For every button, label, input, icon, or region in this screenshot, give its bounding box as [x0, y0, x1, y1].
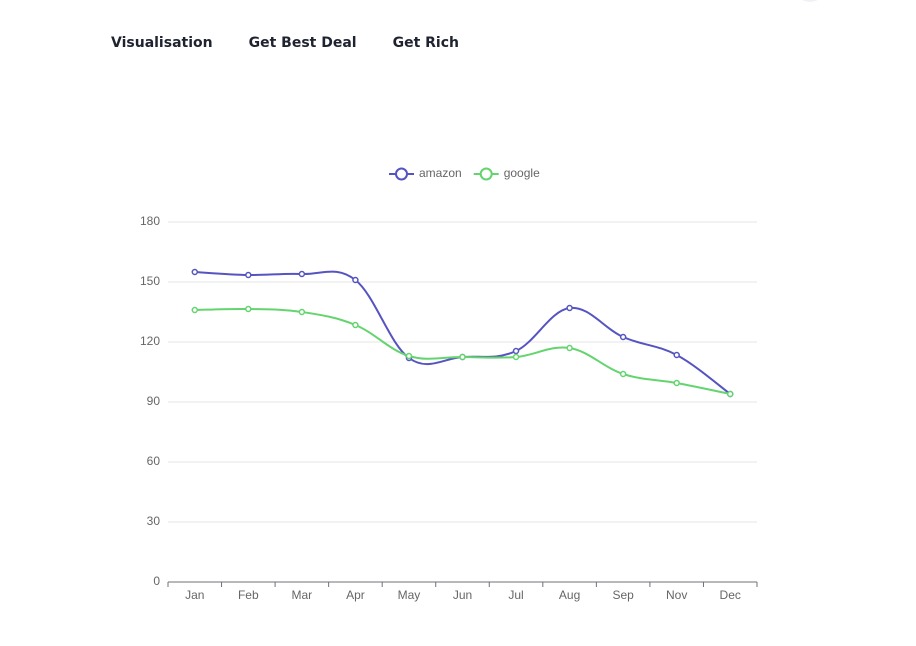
- point: [619, 370, 627, 378]
- x-tick-label: Nov: [666, 588, 687, 602]
- point: [298, 308, 306, 316]
- y-tick-label: 180: [140, 214, 160, 228]
- point: [726, 390, 734, 398]
- point: [512, 347, 520, 355]
- point: [352, 321, 359, 329]
- x-tick-label: Feb: [238, 588, 259, 602]
- point: [673, 379, 680, 387]
- point: [673, 351, 680, 359]
- point: [352, 276, 359, 284]
- nav-link[interactable]: Get Rich: [392, 35, 459, 51]
- point: [191, 268, 199, 276]
- y-tick-label: 120: [140, 334, 160, 348]
- x-tick-label: Aug: [559, 588, 580, 602]
- point: [619, 333, 627, 341]
- line: [194, 270, 731, 395]
- point: [459, 353, 466, 361]
- x-tick-label: May: [398, 588, 421, 602]
- point: [298, 270, 306, 278]
- point: [405, 352, 413, 360]
- legend-label: google: [504, 166, 540, 180]
- x-tick-label: Sep: [612, 588, 634, 602]
- y-tick-label: 60: [147, 454, 161, 468]
- nav-link[interactable]: Get Best Deal: [248, 35, 357, 51]
- nav-bar: Visualisation Get Best Deal Get Rich: [111, 35, 459, 51]
- point: [566, 304, 573, 312]
- x-tick-label: Jan: [185, 588, 204, 602]
- nav-link[interactable]: Visualisation: [111, 35, 213, 51]
- y-tick-label: 90: [147, 394, 161, 408]
- x-tick-label: Apr: [346, 588, 365, 602]
- y-tick-label: 0: [153, 574, 160, 588]
- x-tick-label: Mar: [292, 588, 313, 602]
- y-tick-label: 150: [140, 274, 160, 288]
- line: [194, 307, 731, 395]
- point: [566, 344, 573, 352]
- point: [245, 305, 252, 313]
- x-tick-label: Dec: [720, 588, 741, 602]
- x-tick-label: Jun: [453, 588, 472, 602]
- legend-marker: [479, 167, 493, 181]
- point: [191, 306, 199, 314]
- legend-marker: [395, 167, 408, 181]
- point: [512, 353, 520, 361]
- x-tick-label: Jul: [508, 588, 523, 602]
- legend-label: amazon: [419, 166, 462, 180]
- avatar[interactable]: [794, 0, 826, 2]
- point: [245, 271, 252, 279]
- y-tick-label: 30: [147, 514, 161, 528]
